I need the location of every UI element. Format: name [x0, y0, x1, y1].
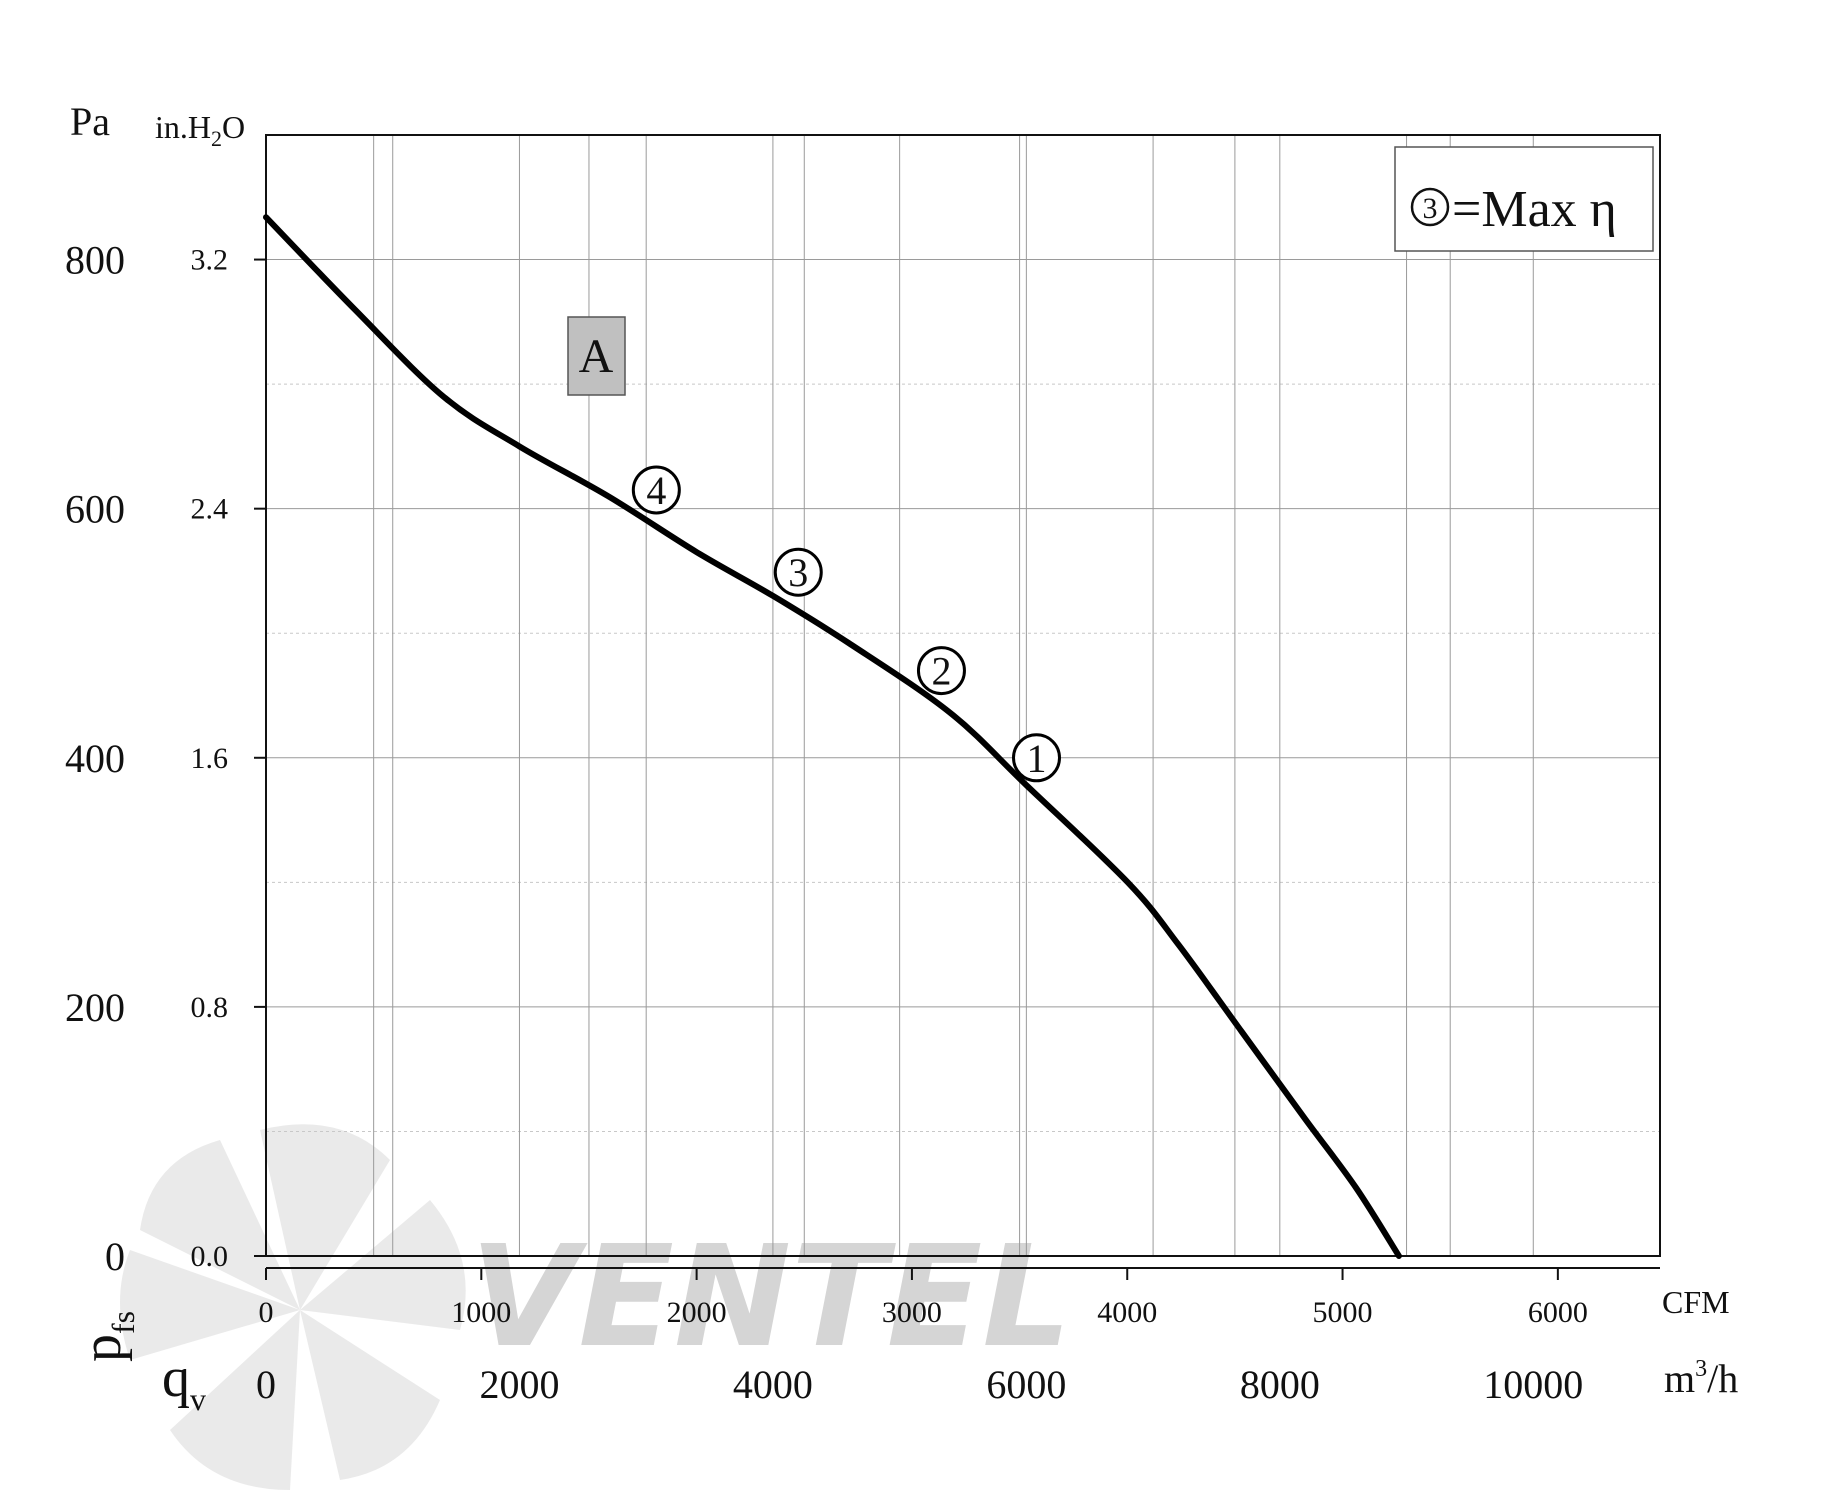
operating-point-2: 2	[916, 646, 966, 696]
fan-logo-icon	[120, 1124, 466, 1490]
minor-grid	[266, 383, 1660, 1132]
operating-point-label: 1	[1027, 736, 1047, 781]
curve-label-box	[567, 316, 626, 396]
x-tick-label-cfm: 3000	[882, 1296, 942, 1329]
curve-label-text: A	[579, 330, 614, 383]
x-ticks-cfm: 0 1000 2000 3000 4000 5000 6000	[259, 1267, 1660, 1329]
plot-frame	[265, 134, 1661, 1257]
operating-point-label: 2	[931, 649, 951, 694]
y-tick-label-pa: 200	[65, 985, 125, 1030]
watermark-text: VENTEL	[470, 1216, 1072, 1379]
y-unit-pa: Pa	[70, 99, 110, 144]
x-tick-label-cfm: 5000	[1313, 1296, 1373, 1329]
y-tick-label-inh2o: 0.0	[191, 1240, 229, 1273]
curve-label: A	[567, 316, 626, 396]
legend-box	[1394, 146, 1654, 252]
unit-labels: Pa in.H2O CFM m3/h pfs qv	[70, 99, 1738, 1417]
y-ticks-pa: 0 200 400 600 800	[65, 238, 125, 1279]
x-tick-label-m3h: 0	[256, 1362, 276, 1407]
fan-curve-line	[263, 214, 1402, 1259]
x-unit-m3h: m3/h	[1664, 1356, 1738, 1401]
x-unit-cfm: CFM	[1662, 1284, 1730, 1320]
operating-point-circle	[631, 465, 681, 515]
plot-axes	[265, 134, 1661, 1257]
x-tick-label-m3h: 4000	[733, 1362, 813, 1407]
y-tick-label-pa: 400	[65, 736, 125, 781]
legend-text: =Max η	[1452, 181, 1617, 238]
y-unit-inh2o-text: in.H	[155, 109, 211, 145]
legend-marker-circle	[1410, 187, 1450, 227]
legend: 3 =Max η	[1394, 146, 1654, 252]
x-tick-label-cfm: 4000	[1097, 1296, 1157, 1329]
major-grid	[266, 135, 1660, 1256]
operating-point-4: 4	[631, 465, 681, 515]
operating-point-label: 3	[788, 550, 808, 595]
operating-point-label: 4	[646, 468, 666, 513]
y-symbol: pfs	[71, 1311, 141, 1362]
x-tick-label-m3h: 2000	[479, 1362, 559, 1407]
operating-points: 4 3 2 1	[631, 465, 1062, 783]
y-tick-label-inh2o: 0.8	[191, 991, 229, 1024]
y-unit-inh2o: in.H2O	[155, 109, 245, 151]
y-ticks-inh2o: 0.0 0.8 1.6 2.4 3.2	[191, 244, 266, 1273]
operating-point-circle	[1012, 733, 1062, 783]
operating-point-3: 3	[773, 547, 823, 597]
x-tick-label-m3h: 10000	[1483, 1362, 1583, 1407]
y-tick-label-pa: 800	[65, 238, 125, 283]
y-tick-label-inh2o: 1.6	[191, 742, 229, 775]
x-tick-label-cfm: 0	[259, 1296, 274, 1329]
watermark: VENTEL	[120, 1124, 1072, 1490]
y-tick-label-pa: 0	[105, 1234, 125, 1279]
x-tick-label-m3h: 6000	[986, 1362, 1066, 1407]
x-ticks-m3h: 0 2000 4000 6000 8000 10000	[256, 1362, 1583, 1407]
x-tick-label-cfm: 2000	[667, 1296, 727, 1329]
x-tick-label-cfm: 6000	[1528, 1296, 1588, 1329]
operating-point-1: 1	[1012, 733, 1062, 783]
y-tick-label-inh2o: 3.2	[191, 244, 229, 277]
y-tick-label-inh2o: 2.4	[191, 493, 229, 526]
x-tick-label-cfm: 1000	[451, 1296, 511, 1329]
y-tick-label-pa: 600	[65, 487, 125, 532]
operating-point-circle	[916, 646, 966, 696]
x-tick-label-m3h: 8000	[1240, 1362, 1320, 1407]
x-symbol: qv	[162, 1347, 206, 1417]
legend-marker-label: 3	[1423, 192, 1438, 225]
operating-point-circle	[773, 547, 823, 597]
